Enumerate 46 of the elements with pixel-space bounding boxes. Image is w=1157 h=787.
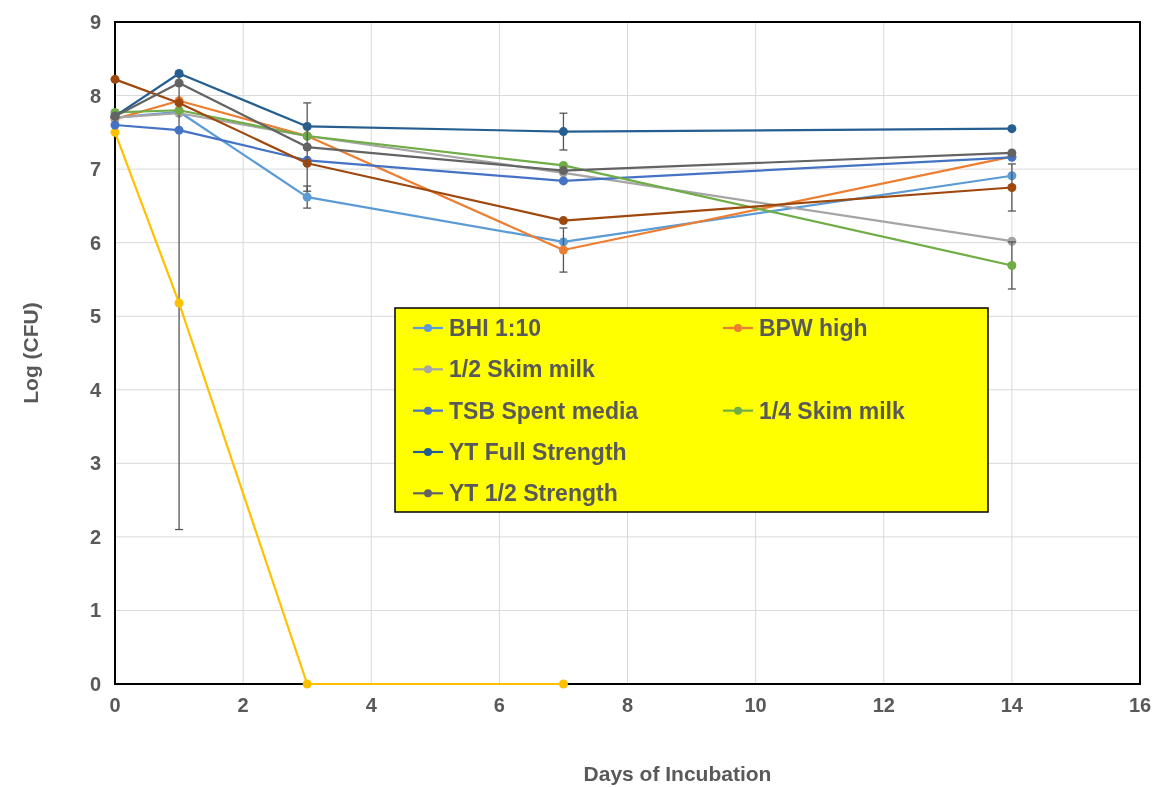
point xyxy=(1007,260,1017,270)
point xyxy=(110,120,120,130)
x-tick-label: 2 xyxy=(237,694,249,716)
x-tick-label: 14 xyxy=(1000,694,1024,716)
y-tick-label: 4 xyxy=(89,378,102,401)
point xyxy=(1007,183,1017,192)
point xyxy=(302,679,312,689)
point xyxy=(302,192,312,202)
x-tick-label: 4 xyxy=(365,694,378,716)
y-tick-label: 8 xyxy=(89,84,101,107)
x-tick-label: 10 xyxy=(744,694,767,716)
point xyxy=(174,125,184,135)
y-tick-label: 0 xyxy=(89,673,101,695)
point xyxy=(302,142,312,152)
point xyxy=(558,245,568,255)
y-tick-label: 7 xyxy=(89,158,101,181)
y-tick-label: 1 xyxy=(89,599,101,622)
point xyxy=(174,78,184,88)
x-axis-title: Days of Incubation xyxy=(583,762,772,785)
y-tick-label: 2 xyxy=(89,525,101,548)
legend-label: YT Full Strength xyxy=(449,438,627,465)
y-tick-label: 9 xyxy=(89,11,101,33)
x-tick-label: 8 xyxy=(621,694,634,716)
point xyxy=(558,127,568,137)
legend-label: 1/4 Skim milk xyxy=(759,397,905,424)
point xyxy=(174,68,184,78)
y-tick-label: 3 xyxy=(89,452,101,475)
y-tick-label: 5 xyxy=(89,305,101,328)
point xyxy=(1007,124,1017,134)
legend-label: BHI 1:10 xyxy=(449,315,542,341)
y-axis-title: Log (CFU) xyxy=(19,302,42,404)
point xyxy=(558,176,568,186)
x-tick-label: 6 xyxy=(493,694,505,716)
x-tick-label: 0 xyxy=(109,694,121,716)
y-tick-label: 6 xyxy=(89,231,101,254)
point xyxy=(1007,148,1017,158)
legend-label: BPW high xyxy=(759,315,868,341)
point xyxy=(558,679,568,689)
legend-label: 1/2 Skim milk xyxy=(449,356,595,383)
legend-label: YT 1/2 Strength xyxy=(449,480,618,507)
x-tick-label: 16 xyxy=(1128,694,1152,716)
point xyxy=(174,298,184,308)
x-tick-label: 12 xyxy=(872,694,895,716)
point xyxy=(110,74,120,84)
legend-label: TSB Spent media xyxy=(449,397,639,424)
point xyxy=(558,216,568,226)
